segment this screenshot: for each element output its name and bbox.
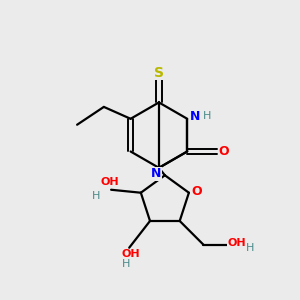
- Text: N: N: [151, 167, 161, 180]
- Text: O: O: [191, 185, 202, 198]
- Text: S: S: [154, 66, 164, 80]
- Text: OH: OH: [227, 238, 246, 248]
- Text: H: H: [122, 259, 130, 269]
- Text: H: H: [203, 111, 211, 122]
- Text: N: N: [190, 110, 200, 123]
- Text: H: H: [92, 191, 100, 201]
- Text: OH: OH: [122, 249, 140, 259]
- Text: O: O: [218, 145, 229, 158]
- Text: H: H: [246, 243, 255, 253]
- Text: OH: OH: [100, 177, 119, 187]
